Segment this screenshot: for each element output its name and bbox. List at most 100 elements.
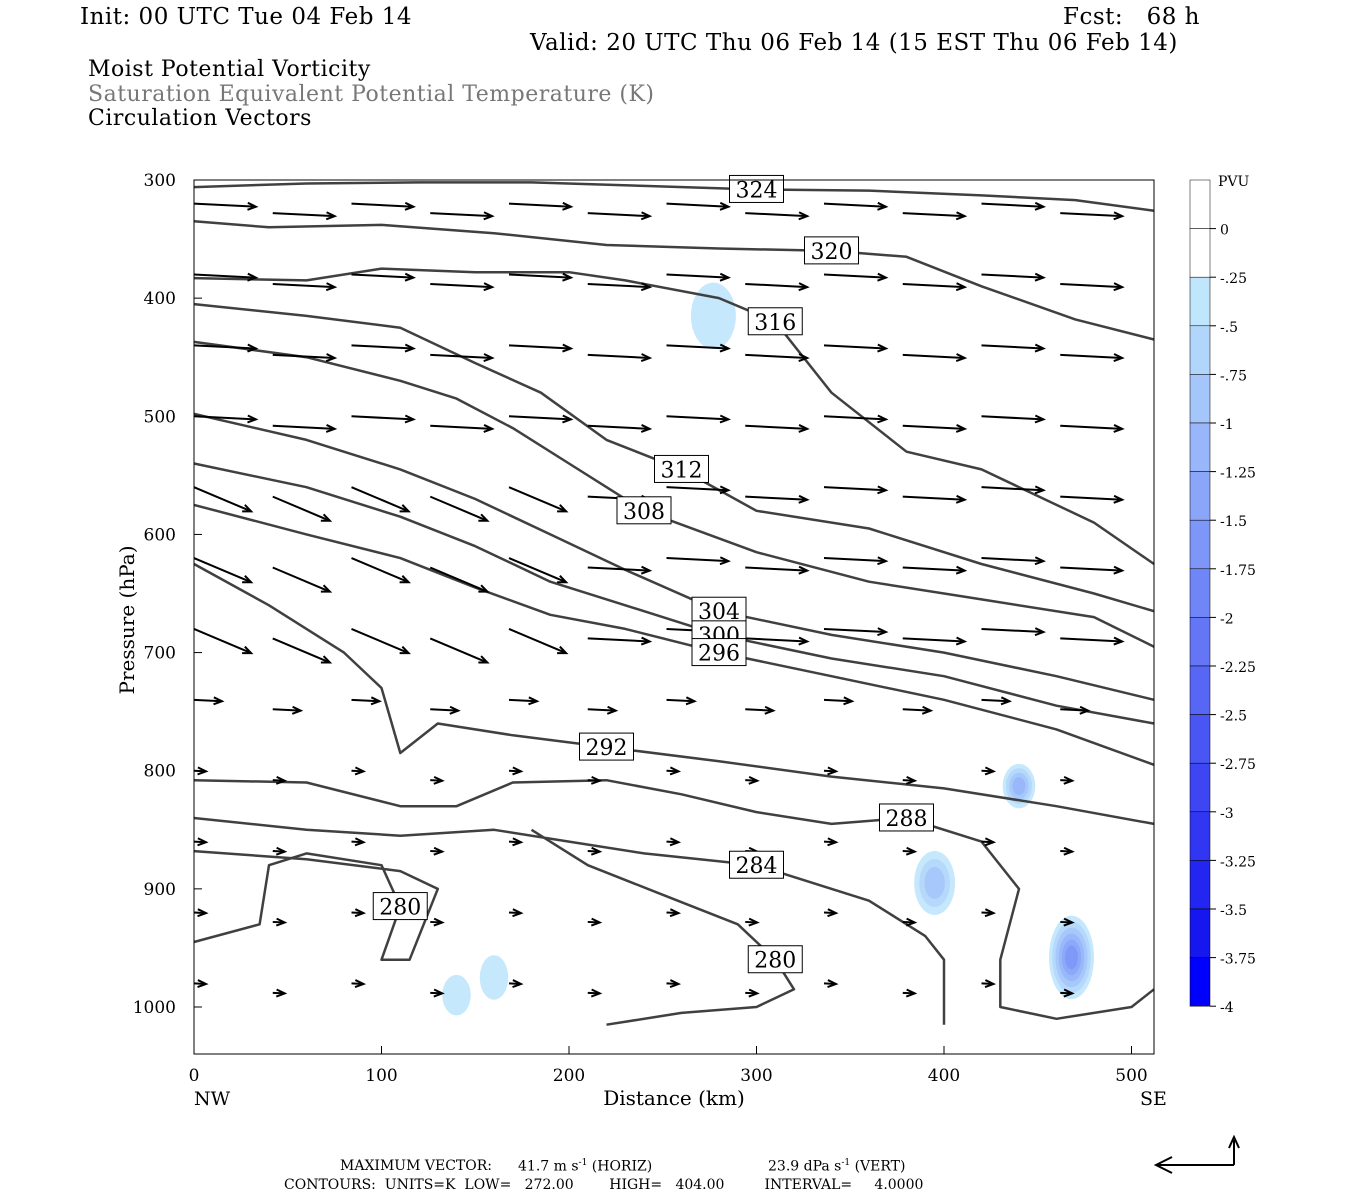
vector-head xyxy=(404,343,416,353)
vector-shaft xyxy=(508,202,571,208)
circulation-vector xyxy=(272,424,338,433)
circulation-vector xyxy=(745,424,810,433)
vector-shaft xyxy=(745,708,774,712)
circulation-vector xyxy=(193,414,259,424)
contour-label-text: 296 xyxy=(698,642,740,667)
vector-head xyxy=(877,485,889,495)
field-title-vectors: Circulation Vectors xyxy=(88,106,312,131)
isentrope-308 xyxy=(193,340,1155,648)
isentrope-284 xyxy=(193,816,946,1025)
vector-shaft xyxy=(902,495,965,501)
vector-head xyxy=(404,414,416,424)
vector-shaft xyxy=(508,628,567,655)
vector-shaft xyxy=(351,557,409,584)
circulation-vector xyxy=(902,494,968,504)
pv-region xyxy=(1012,777,1026,795)
vector-shaft xyxy=(745,353,808,359)
vector-shaft xyxy=(745,495,808,501)
vector-shaft xyxy=(429,637,488,664)
circulation-vector xyxy=(351,201,416,211)
y-tick-label: 1000 xyxy=(133,998,176,1018)
circulation-vector xyxy=(823,272,889,282)
colorbar-cell xyxy=(1189,908,1211,958)
vector-shaft xyxy=(193,628,252,655)
vector-shaft xyxy=(272,212,335,218)
contour-label-box xyxy=(691,596,747,625)
vector-shaft xyxy=(193,698,223,703)
vector-head xyxy=(719,485,731,495)
contour-label: 288 xyxy=(879,803,934,832)
vector-head xyxy=(483,424,495,433)
vector-head xyxy=(1113,565,1125,575)
vector-head xyxy=(955,494,968,504)
circulation-vector xyxy=(429,495,490,522)
colorbar-label: -3 xyxy=(1220,806,1234,822)
vector-shaft xyxy=(1060,424,1123,430)
colorbar-label: -3.75 xyxy=(1220,952,1256,968)
colorbar-cell xyxy=(1189,228,1211,278)
vector-head xyxy=(905,775,918,785)
y-tick-label: 700 xyxy=(144,644,176,664)
vector-shaft xyxy=(902,353,965,359)
circulation-vector xyxy=(508,272,574,282)
vector-head xyxy=(798,282,810,292)
circulation-vector xyxy=(666,766,682,776)
vector-head xyxy=(478,655,490,664)
vector-head xyxy=(877,201,889,211)
circulation-vector xyxy=(430,988,445,998)
vector-head xyxy=(320,655,333,664)
vector-head xyxy=(798,636,810,646)
vector-shaft xyxy=(430,353,493,359)
circulation-vector xyxy=(430,282,495,292)
vector-head xyxy=(320,513,333,522)
circulation-vector xyxy=(351,837,367,847)
vector-head xyxy=(197,837,209,847)
vector-head xyxy=(905,988,918,998)
vector-head xyxy=(590,988,603,998)
vector-head xyxy=(719,272,731,282)
vector-head xyxy=(197,908,209,918)
circulation-vector xyxy=(1060,565,1125,575)
vector-shaft xyxy=(666,557,729,563)
circulation-vector xyxy=(351,908,367,918)
colorbar-label: -2.5 xyxy=(1220,709,1247,725)
circulation-vector xyxy=(981,201,1046,211)
vector-shaft xyxy=(823,273,886,279)
contour-label-text: 284 xyxy=(736,854,778,879)
vector-shaft xyxy=(272,282,335,289)
circulation-vector xyxy=(429,566,490,593)
colorbar-label: -1 xyxy=(1220,417,1234,433)
vector-head xyxy=(719,201,731,211)
vector-head xyxy=(557,504,569,513)
circulation-vector xyxy=(902,424,968,433)
circulation-vector xyxy=(902,775,918,785)
circulation-vector xyxy=(902,353,968,362)
vector-head xyxy=(877,556,889,566)
x-axis-label: Distance (km) xyxy=(603,1086,745,1110)
circulation-vector xyxy=(587,211,653,221)
vector-head xyxy=(1063,775,1075,785)
isentrope-280 xyxy=(193,849,440,961)
vector-head xyxy=(921,705,934,715)
vector-head xyxy=(557,575,569,584)
vector-shaft xyxy=(981,486,1044,492)
vector-head xyxy=(562,201,574,211)
vector-head xyxy=(449,705,461,715)
vector-head xyxy=(798,211,810,221)
vector-head xyxy=(242,504,254,513)
y-tick-label: 900 xyxy=(144,880,176,900)
vector-head xyxy=(433,775,445,785)
circulation-vector xyxy=(430,917,445,927)
x-end-label-left: NW xyxy=(194,1088,231,1110)
vector-head xyxy=(320,584,333,593)
y-tick-label: 400 xyxy=(144,289,176,309)
vector-head xyxy=(275,846,288,856)
circulation-vector xyxy=(823,627,889,637)
x-tick-label: 400 xyxy=(928,1066,960,1086)
circulation-vector xyxy=(823,837,839,847)
vector-head xyxy=(905,846,918,856)
vector-shaft xyxy=(351,344,414,350)
circulation-vector xyxy=(272,353,338,362)
forecast-hour: Fcst: 68 h xyxy=(1063,4,1200,30)
vector-shaft xyxy=(1060,637,1123,643)
